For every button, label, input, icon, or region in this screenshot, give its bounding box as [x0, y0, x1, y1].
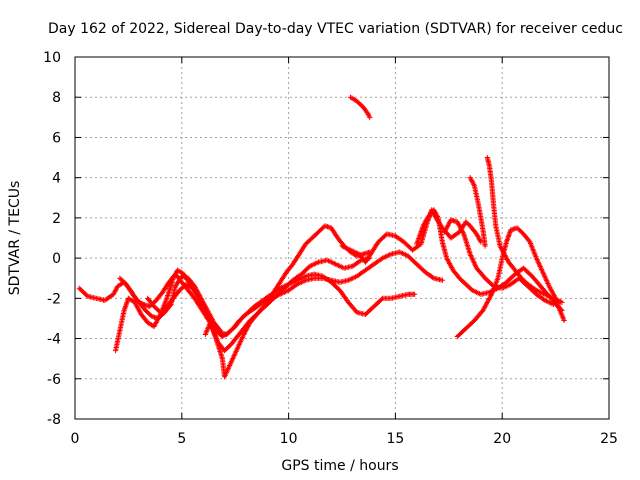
x-tick-label: 0: [71, 431, 80, 447]
x-axis-label: GPS time / hours: [281, 458, 398, 474]
data-point-marker: [357, 258, 363, 264]
series-arc-10: [467, 175, 488, 249]
y-axis-label: SDTVAR / TECUs: [7, 181, 23, 296]
data-point-marker: [276, 286, 282, 292]
series-arc-5: [117, 273, 223, 334]
data-point-marker: [439, 277, 445, 283]
y-tick-label: -4: [47, 332, 61, 348]
series-arc-6: [347, 94, 373, 120]
series-arc-11: [484, 154, 565, 305]
data-point-marker: [367, 114, 373, 120]
data-point-marker: [550, 301, 557, 307]
x-tick-label: 5: [177, 431, 186, 447]
data-point-marker: [541, 296, 547, 303]
data-point-marker: [217, 327, 223, 334]
y-tick-label: 4: [52, 171, 61, 187]
series-arc-4: [202, 271, 418, 340]
data-point-marker: [216, 326, 222, 332]
data-series: [76, 94, 567, 380]
x-tick-label: 15: [386, 431, 404, 447]
y-tick-label: -6: [47, 372, 61, 388]
y-tick-label: -2: [47, 291, 61, 307]
data-point-marker: [559, 299, 565, 305]
data-point-marker: [561, 317, 567, 324]
tick-labels: 0 5 10 15 20 25 -8 -6 -4 -2 0 2 4 6 8 10: [43, 50, 618, 447]
axis-ticks: [74, 56, 610, 420]
data-point-marker: [482, 243, 488, 249]
series-arc-7: [339, 207, 484, 265]
series-arc-9: [441, 217, 557, 307]
data-point-marker: [532, 286, 538, 293]
plot-frame: [74, 56, 610, 420]
data-point-marker: [526, 238, 532, 244]
y-tick-label: 6: [52, 130, 61, 146]
x-tick-label: 20: [493, 431, 511, 447]
grid-lines: [75, 57, 609, 419]
data-point-marker: [378, 296, 385, 302]
chart-title: Day 162 of 2022, Sidereal Day-to-day VTE…: [48, 21, 623, 37]
y-tick-label: 10: [43, 50, 61, 66]
x-tick-label: 25: [600, 431, 618, 447]
data-point-marker: [430, 274, 436, 280]
y-tick-label: 0: [52, 251, 61, 267]
data-point-marker: [378, 256, 384, 262]
y-tick-label: -8: [47, 412, 61, 428]
data-point-marker: [167, 302, 173, 309]
series-arc-12: [454, 225, 567, 340]
x-tick-label: 10: [280, 431, 298, 447]
y-tick-label: 2: [52, 211, 61, 227]
data-point-marker: [412, 291, 418, 297]
y-tick-label: 8: [52, 90, 61, 106]
